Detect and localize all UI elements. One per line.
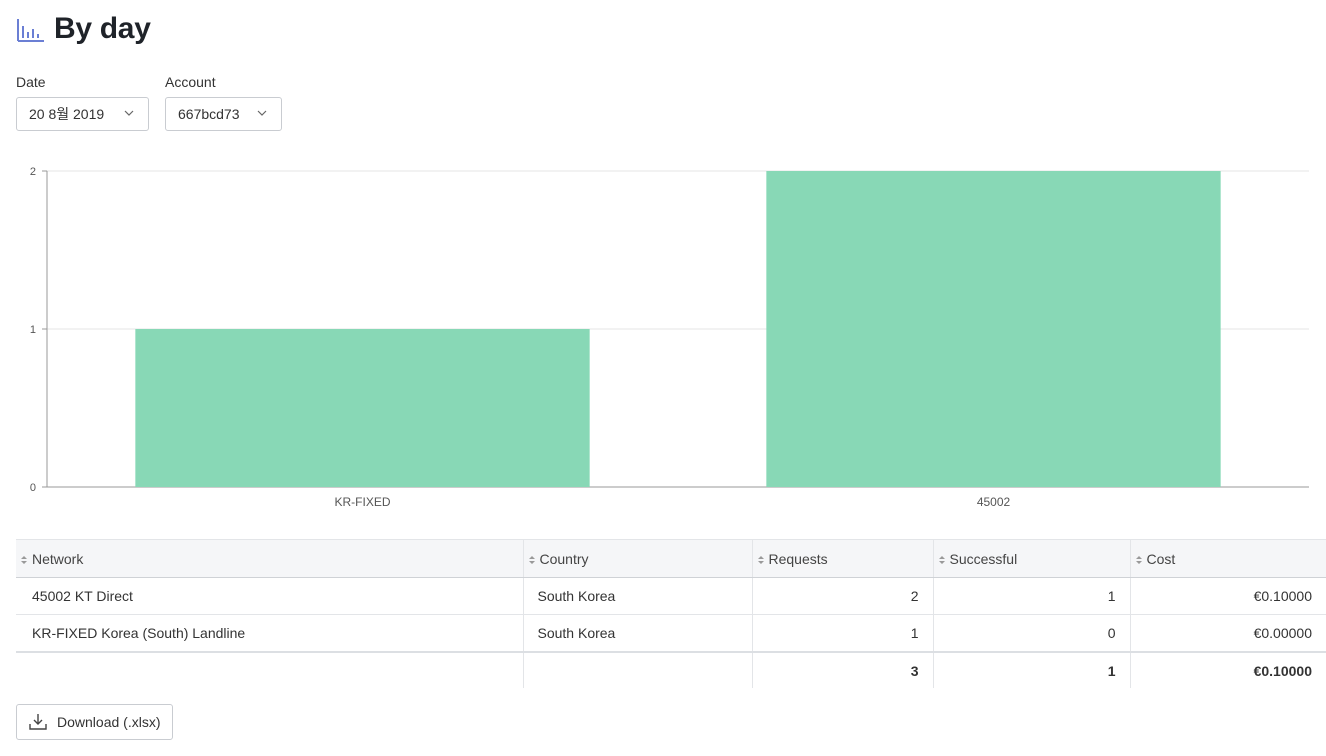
page-header: By day: [16, 12, 151, 46]
total-successful: 1: [932, 652, 1130, 688]
download-button[interactable]: Download (.xlsx): [16, 704, 173, 740]
cell-country: South Korea: [522, 577, 752, 615]
table-header-row: Network Country Requests Successful Cost: [16, 539, 1326, 578]
bar-chart-icon: [17, 19, 44, 42]
sort-icon: [757, 555, 764, 564]
table-row: 45002 KT Direct South Korea 2 1 €0.10000: [16, 577, 1326, 615]
cell-cost: €0.10000: [1129, 577, 1326, 615]
column-header-successful[interactable]: Successful: [932, 539, 1130, 578]
total-country: [522, 652, 752, 688]
y-tick-label: 1: [30, 324, 36, 336]
x-tick-label: KR-FIXED: [334, 495, 390, 509]
chevron-down-icon: [257, 110, 267, 116]
cell-requests: 1: [751, 614, 933, 653]
cell-country: South Korea: [522, 614, 752, 653]
cell-successful: 0: [932, 614, 1130, 653]
cell-successful: 1: [932, 577, 1130, 615]
account-value: 667bcd73: [178, 106, 240, 122]
download-icon: [29, 714, 47, 730]
chevron-down-icon: [124, 110, 134, 116]
total-cost: €0.10000: [1129, 652, 1326, 688]
date-label: Date: [16, 74, 46, 90]
account-select[interactable]: 667bcd73: [165, 97, 282, 131]
cell-cost: €0.00000: [1129, 614, 1326, 653]
date-value: 20 8월 2019: [29, 106, 105, 122]
date-select[interactable]: 20 8월 2019: [16, 97, 149, 131]
column-header-requests[interactable]: Requests: [751, 539, 933, 578]
download-label: Download (.xlsx): [57, 714, 161, 730]
cell-network: KR-FIXED Korea (South) Landline: [16, 614, 523, 653]
y-tick-label: 2: [30, 166, 36, 178]
cell-requests: 2: [751, 577, 933, 615]
sort-icon: [528, 555, 535, 564]
column-header-country[interactable]: Country: [522, 539, 752, 578]
total-requests: 3: [751, 652, 933, 688]
date-filter: Date 20 8월 2019: [16, 74, 149, 131]
network-table: Network Country Requests Successful Cost…: [16, 539, 1326, 688]
account-filter: Account 667bcd73: [165, 74, 282, 131]
totals-row: 3 1 €0.10000: [16, 652, 1326, 688]
page-title: By day: [54, 12, 151, 45]
bar-kr-fixed: [135, 329, 590, 487]
bar-chart: 0 1 2 KR-FIXED 45002: [30, 166, 1309, 509]
sort-icon: [21, 555, 27, 564]
bar-45002: [766, 171, 1221, 487]
total-network: [16, 652, 523, 688]
account-label: Account: [165, 74, 216, 90]
column-header-cost[interactable]: Cost: [1129, 539, 1326, 578]
column-header-network[interactable]: Network: [16, 539, 523, 578]
x-tick-label: 45002: [977, 495, 1011, 509]
y-tick-label: 0: [30, 482, 36, 494]
sort-icon: [938, 555, 945, 564]
sort-icon: [1135, 555, 1142, 564]
cell-network: 45002 KT Direct: [16, 577, 523, 615]
table-row: KR-FIXED Korea (South) Landline South Ko…: [16, 614, 1326, 653]
